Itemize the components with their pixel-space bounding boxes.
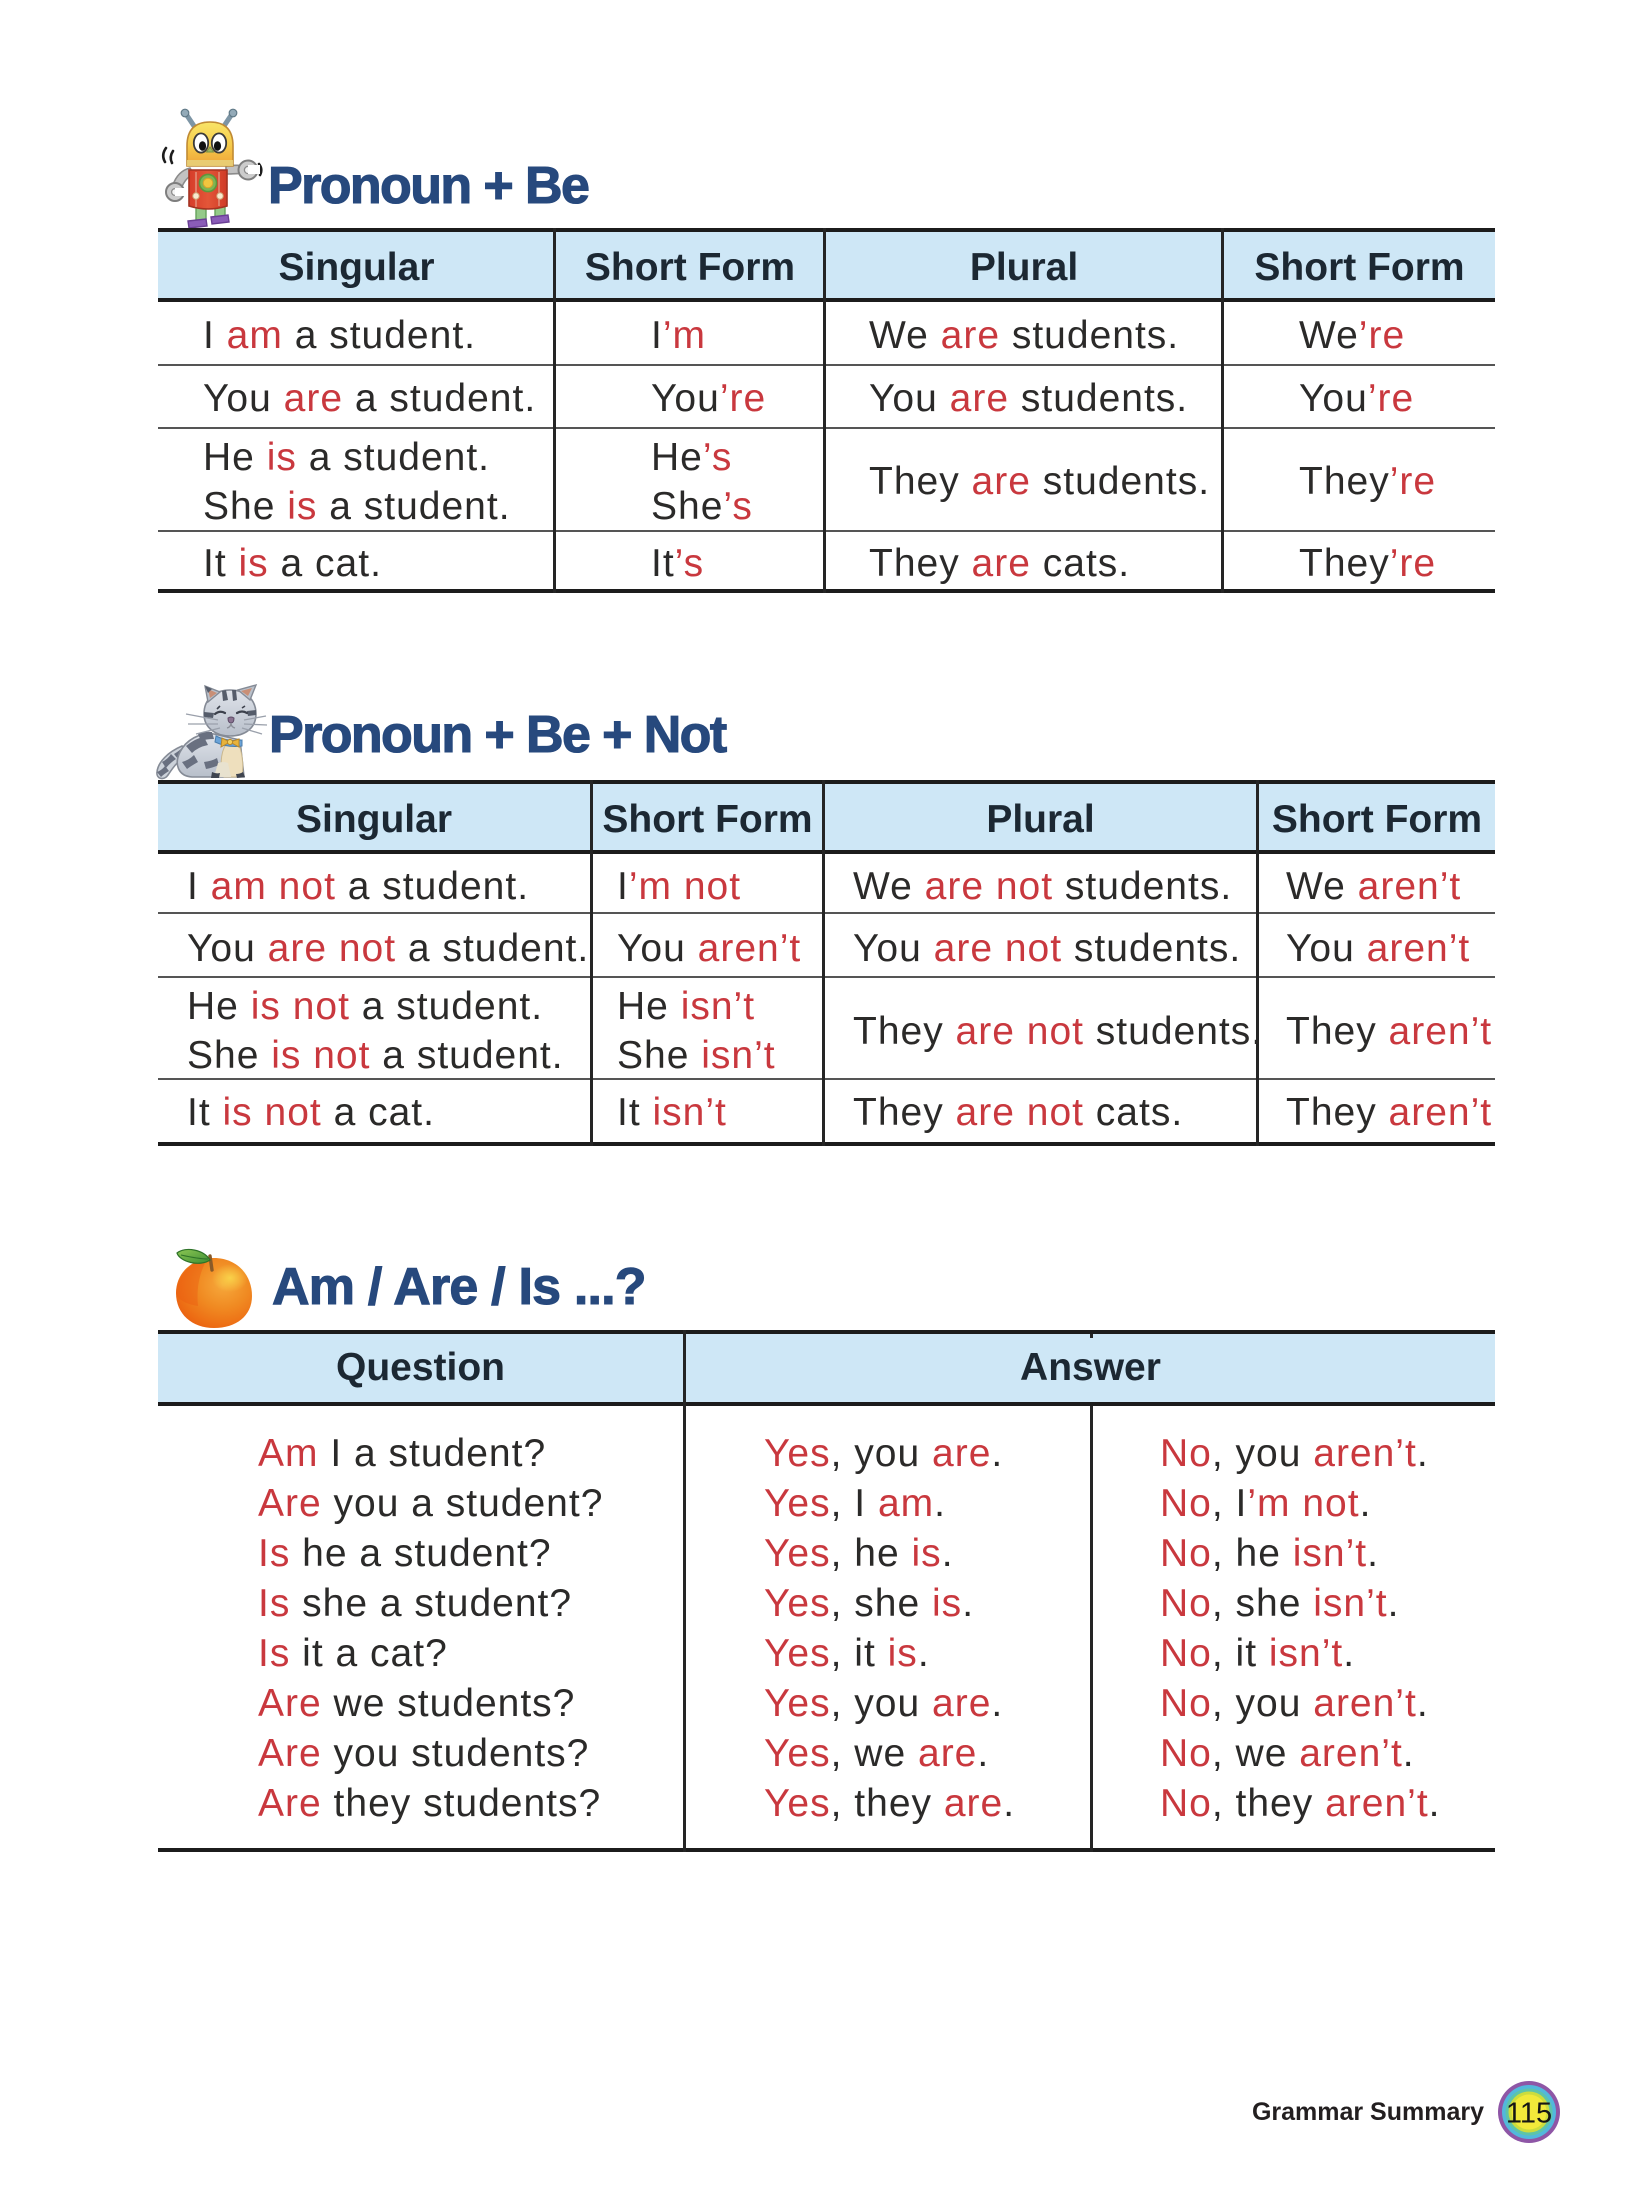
svg-text:115: 115 xyxy=(1506,2098,1552,2130)
